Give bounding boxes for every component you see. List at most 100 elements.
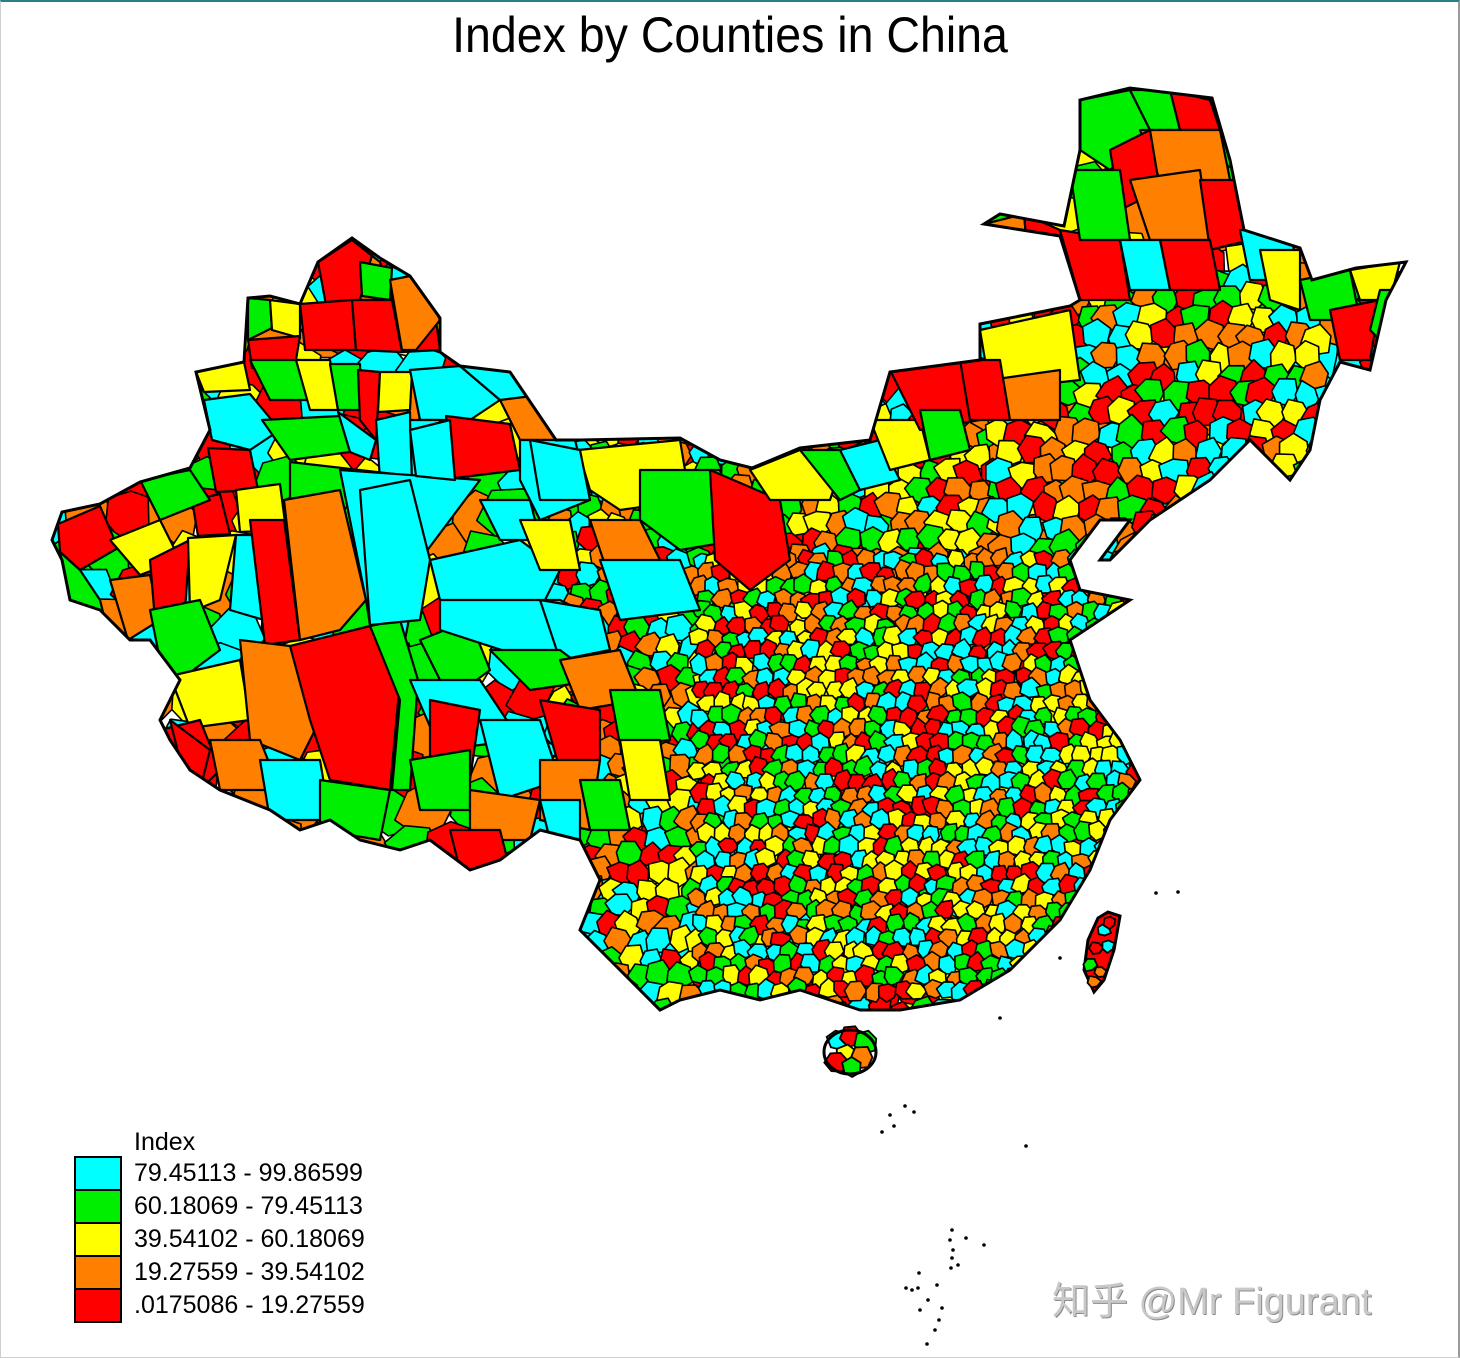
- county: [1041, 978, 1063, 998]
- county: [943, 1000, 970, 1010]
- county: [784, 263, 839, 326]
- county: [57, 427, 112, 476]
- county: [66, 640, 123, 692]
- county: [103, 272, 160, 330]
- county: [553, 873, 583, 903]
- county: [531, 88, 582, 105]
- county: [420, 159, 478, 216]
- county: [540, 856, 572, 884]
- county: [1106, 687, 1130, 713]
- county: [670, 89, 728, 148]
- county: [1152, 861, 1210, 913]
- county: [336, 88, 397, 144]
- county: [502, 94, 555, 148]
- county: [861, 88, 924, 106]
- county: [844, 227, 897, 288]
- county: [1233, 709, 1291, 768]
- county: [52, 894, 104, 960]
- county: [183, 88, 241, 113]
- county: [1237, 785, 1300, 837]
- county: [1118, 719, 1139, 740]
- county: [1324, 127, 1377, 188]
- county: [564, 962, 594, 989]
- county: [962, 232, 1024, 295]
- county: [1338, 666, 1396, 725]
- county: [1363, 498, 1406, 549]
- county: [737, 120, 797, 184]
- county: [838, 306, 886, 358]
- county: [738, 426, 768, 451]
- county: [463, 307, 520, 360]
- county: [186, 130, 243, 191]
- county: [478, 88, 545, 110]
- county: [1225, 817, 1277, 881]
- county-xj-n16: [376, 370, 414, 414]
- county: [931, 164, 987, 227]
- county: [1190, 515, 1221, 542]
- county: [1093, 572, 1118, 596]
- county: [56, 710, 110, 763]
- county: [1117, 614, 1140, 638]
- county: [1368, 565, 1406, 630]
- county: [1034, 968, 1059, 990]
- county: [1089, 997, 1116, 1010]
- county: [1057, 928, 1080, 950]
- county: [1263, 156, 1321, 220]
- county: [386, 887, 439, 941]
- county: [798, 96, 859, 146]
- county: [1111, 573, 1132, 595]
- county: [1126, 629, 1147, 652]
- county: [298, 820, 352, 884]
- county: [53, 857, 117, 916]
- county: [547, 93, 604, 144]
- county: [909, 199, 957, 253]
- county: [1116, 635, 1143, 660]
- county: [1045, 999, 1076, 1010]
- county: [1109, 676, 1132, 699]
- county: [625, 999, 654, 1010]
- county: [1228, 493, 1259, 523]
- county: [1138, 771, 1165, 802]
- county: [803, 309, 856, 361]
- county: [601, 123, 662, 180]
- county: [524, 925, 581, 981]
- county: [1275, 558, 1327, 620]
- county: [1344, 380, 1402, 433]
- county: [820, 264, 878, 328]
- county: [596, 231, 647, 288]
- legend-swatch-class-1: [76, 1158, 120, 1191]
- county: [1016, 978, 1043, 1005]
- county: [62, 126, 126, 174]
- county: [52, 413, 77, 467]
- county: [1089, 643, 1110, 662]
- county: [1295, 741, 1354, 797]
- county: [1116, 691, 1138, 714]
- county: [548, 965, 602, 1010]
- county: [1295, 601, 1358, 657]
- county: [1197, 565, 1253, 617]
- county: [906, 88, 959, 113]
- county: [551, 231, 611, 290]
- county: [132, 889, 192, 952]
- county: [1261, 525, 1313, 587]
- county: [1286, 927, 1336, 990]
- county: [496, 307, 561, 361]
- county: [1208, 961, 1267, 1010]
- county: [987, 125, 1034, 183]
- county: [111, 340, 170, 401]
- county: [250, 813, 303, 872]
- county: [1120, 929, 1139, 952]
- county: [702, 233, 770, 285]
- county: [1289, 482, 1344, 550]
- county: [1071, 903, 1094, 924]
- county: [1368, 122, 1406, 176]
- county: [174, 235, 227, 285]
- county: [695, 127, 751, 179]
- county: [52, 90, 101, 152]
- county: [323, 852, 374, 910]
- county: [1265, 88, 1317, 143]
- county: [1257, 510, 1292, 545]
- county: [982, 978, 1006, 1000]
- county: [155, 275, 212, 331]
- county: [103, 856, 161, 916]
